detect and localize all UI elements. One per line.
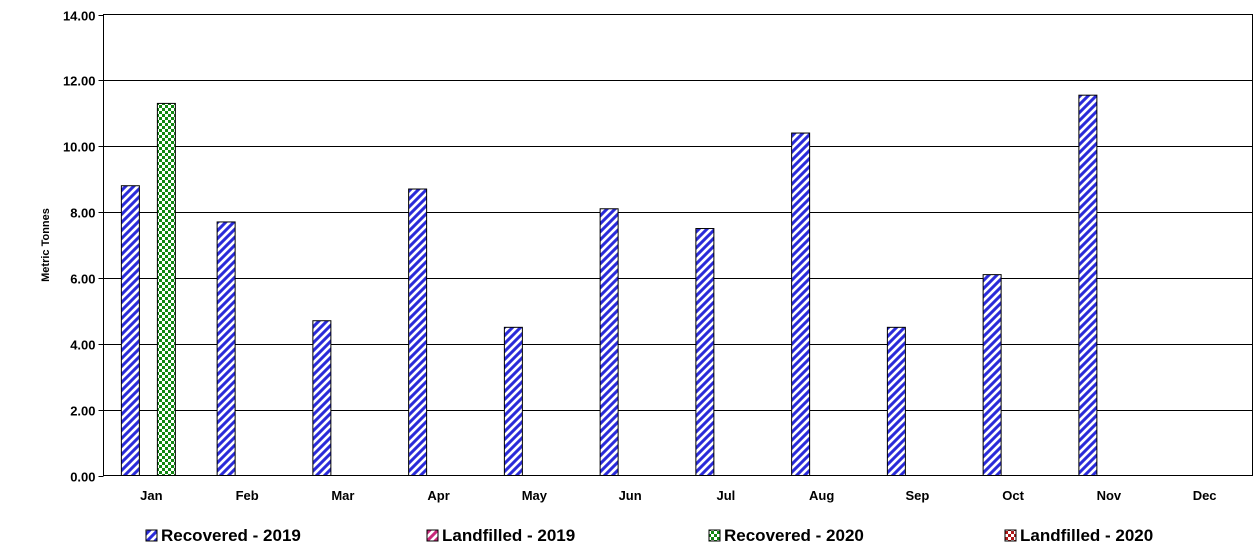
bar	[791, 132, 811, 477]
bar	[695, 228, 715, 476]
legend-swatch	[1004, 529, 1017, 542]
x-tick-label: Jan	[140, 488, 162, 503]
y-tick-labels: 0.00 2.00 4.00 6.00 8.00 10.00 12.00 14.00	[63, 9, 104, 485]
x-tick-label: Jun	[619, 488, 642, 503]
x-tick-label: Nov	[1097, 488, 1122, 503]
legend-swatch	[426, 529, 439, 542]
x-tick-label: May	[522, 488, 548, 503]
x-tick-label: Jul	[716, 488, 735, 503]
legend: Recovered - 2019 Landfilled - 2019 Recover…	[145, 526, 1153, 545]
y-tick-label: 0.00	[70, 470, 95, 485]
bar	[312, 320, 332, 476]
x-tick-label: Apr	[427, 488, 449, 503]
legend-swatch	[145, 529, 158, 542]
bar	[599, 208, 619, 476]
bar	[156, 102, 176, 477]
bar	[886, 326, 906, 477]
x-tick-label: Aug	[809, 488, 834, 503]
bar	[216, 221, 236, 476]
y-tick-label: 4.00	[70, 338, 95, 353]
bar	[982, 274, 1002, 476]
legend-label: Landfilled - 2020	[1020, 526, 1153, 545]
y-tick-label: 12.00	[63, 74, 96, 89]
x-tick-labels: Jan Feb Mar Apr May Jun Jul Aug Sep Oct Nov Dec	[140, 488, 1216, 503]
y-tick-label: 8.00	[70, 206, 95, 221]
y-axis-label: Metric Tonnes	[40, 208, 52, 282]
x-tick-label: Feb	[236, 488, 259, 503]
bar	[503, 326, 523, 477]
bar	[408, 188, 428, 476]
bars	[120, 94, 1098, 477]
x-tick-label: Dec	[1193, 488, 1217, 503]
x-tick-label: Sep	[905, 488, 929, 503]
gridlines	[103, 80, 1253, 411]
axes	[103, 14, 1253, 476]
legend-label: Recovered - 2019	[161, 526, 301, 545]
x-tick-label: Oct	[1002, 488, 1024, 503]
legend-label: Recovered - 2020	[724, 526, 864, 545]
plot-area-frame	[103, 14, 1253, 476]
y-tick-label: 2.00	[70, 404, 95, 419]
y-tick-label: 10.00	[63, 140, 96, 155]
bar	[1078, 94, 1098, 477]
legend-label: Landfilled - 2019	[442, 526, 575, 545]
y-tick-label: 14.00	[63, 9, 96, 24]
bar	[120, 185, 140, 476]
legend-swatch	[708, 529, 721, 542]
x-tick-label: Mar	[331, 488, 354, 503]
y-tick-label: 6.00	[70, 272, 95, 287]
